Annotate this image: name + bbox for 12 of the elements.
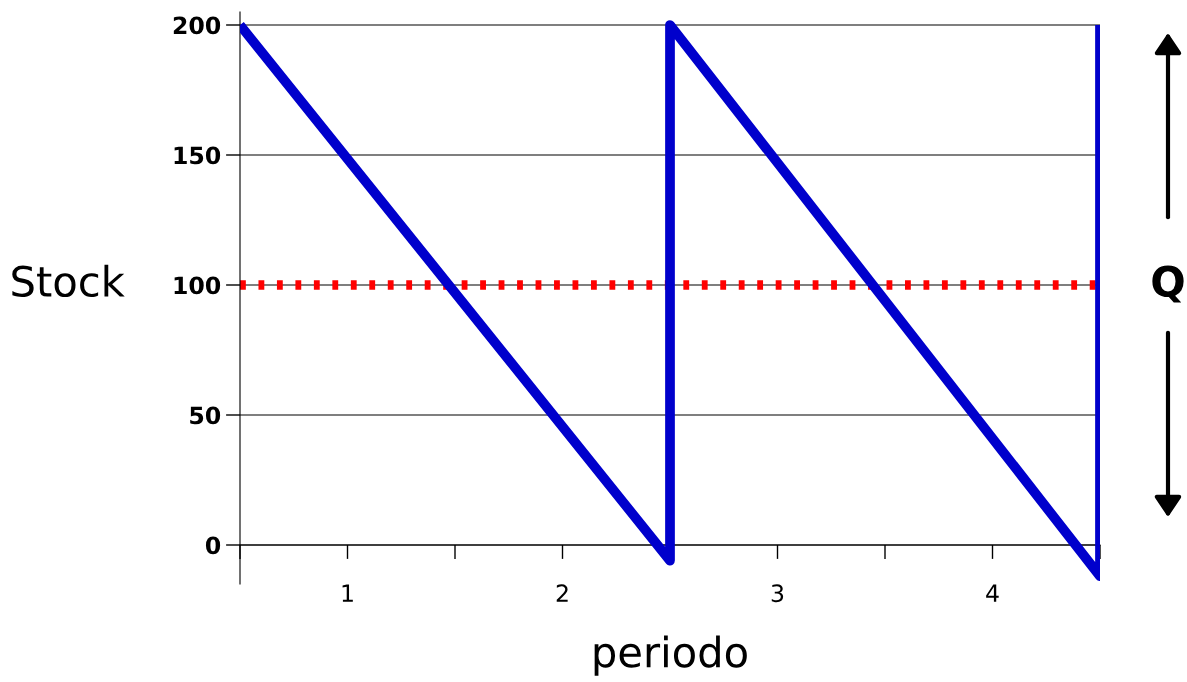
y-axis-title: Stock	[12, 264, 125, 298]
y-tick-label: 200	[173, 16, 221, 35]
y-tick-label: 50	[190, 406, 221, 425]
text: Q	[1152, 265, 1184, 303]
y-tick-label: 0	[205, 536, 221, 555]
x-tick-label: 3	[771, 584, 784, 603]
x-axis-title: periodo	[594, 635, 747, 676]
x-tick-label: 2	[556, 584, 568, 602]
y-tick-label: 150	[174, 146, 221, 165]
x-tick-label: 1	[342, 584, 353, 602]
y-tick-label: 100	[174, 276, 221, 295]
x-tick-label: 4	[986, 584, 999, 602]
